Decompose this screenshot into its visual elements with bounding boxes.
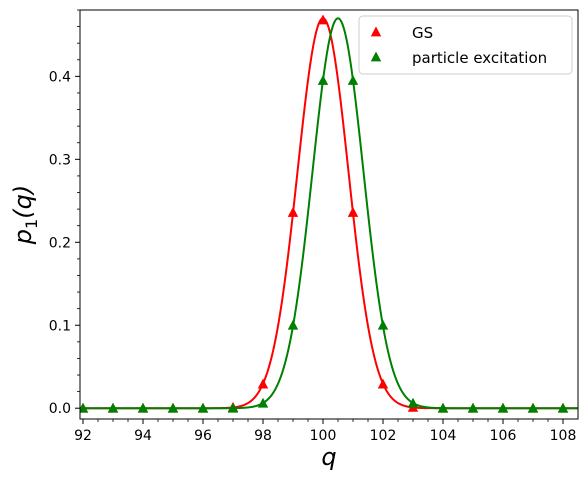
- data-point: [257, 397, 269, 408]
- y-tick-label: 0.0: [49, 401, 71, 417]
- data-point: [347, 206, 359, 217]
- data-point: [80, 402, 89, 413]
- data-point: [347, 75, 359, 85]
- x-tick-label: 92: [74, 428, 92, 444]
- series-line: [80, 17, 578, 410]
- data-point: [317, 14, 329, 25]
- data-point: [527, 402, 539, 413]
- x-tick-label: 106: [490, 428, 517, 444]
- legend-marker-particle-excitation: [370, 51, 382, 62]
- legend: GS particle excitation: [358, 15, 573, 75]
- data-point: [197, 402, 209, 413]
- y-tick-label: 0.3: [49, 152, 71, 168]
- svg-text:p1(q): p1(q): [9, 185, 41, 245]
- x-tick-label: 100: [310, 428, 337, 444]
- x-tick-label: 96: [194, 428, 212, 444]
- series-particle-excitation: [80, 17, 578, 413]
- data-point: [167, 402, 179, 413]
- x-tick-label: 104: [430, 428, 457, 444]
- data-point: [437, 402, 449, 413]
- y-axis-label: p1(q): [9, 185, 41, 245]
- data-point: [107, 402, 119, 413]
- x-tick-label: 108: [550, 428, 577, 444]
- data-point: [257, 378, 269, 389]
- data-point: [287, 206, 299, 217]
- axes: 92 94 96 98 100 102 104 106 108 0.0 0.1 0.2 0.3 0.4: [49, 9, 577, 444]
- x-tick-label: 98: [254, 428, 272, 444]
- data-point: [377, 319, 389, 330]
- x-tick-label: 102: [370, 428, 397, 444]
- data-point: [137, 402, 149, 413]
- x-axis-label: q: [321, 443, 336, 471]
- data-point: [227, 402, 239, 413]
- x-tick-label: 94: [134, 428, 152, 444]
- legend-label-gs: GS: [412, 24, 433, 42]
- data-point: [377, 378, 389, 389]
- y-tick-label: 0.4: [49, 69, 71, 85]
- y-tick-label: 0.1: [49, 318, 71, 334]
- legend-label-particle-excitation: particle excitation: [412, 49, 547, 67]
- y-tick-label: 0.2: [49, 235, 71, 251]
- legend-marker-gs: [370, 26, 382, 37]
- y-axis-label-subscript: 1: [22, 219, 41, 229]
- data-point: [287, 319, 299, 330]
- y-axis-label-argument: (q): [9, 185, 37, 219]
- legend-box: [358, 15, 573, 75]
- plot-frame: [79, 9, 579, 420]
- data-point: [467, 402, 479, 413]
- y-axis-label-main: p: [9, 229, 37, 245]
- data-point: [407, 397, 419, 408]
- data-point: [317, 75, 329, 85]
- data-point: [557, 402, 569, 413]
- data-point: [497, 402, 509, 413]
- plot-area: [80, 14, 578, 413]
